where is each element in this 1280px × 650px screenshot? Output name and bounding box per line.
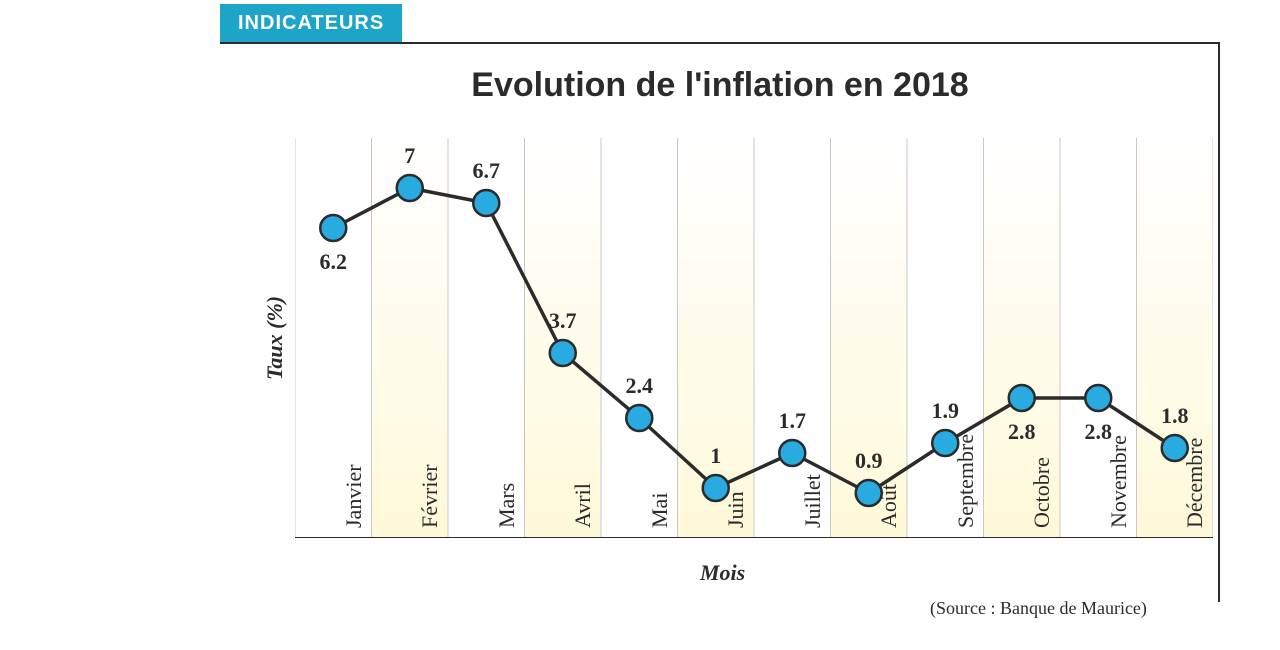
value-label: 6.7 (473, 158, 501, 184)
value-label: 2.8 (1008, 419, 1036, 445)
month-label: Novembre (1106, 435, 1132, 528)
indicator-tag: INDICATEURS (220, 4, 402, 43)
data-point (1085, 385, 1111, 411)
month-label: Mars (494, 483, 520, 528)
month-label: Juin (723, 491, 749, 528)
x-axis-label: Mois (700, 560, 745, 586)
month-label: Juillet (800, 474, 826, 528)
value-label: 6.2 (320, 249, 348, 275)
value-label: 1 (710, 443, 721, 469)
data-point (1009, 385, 1035, 411)
data-point (397, 175, 423, 201)
month-label: Avril (570, 483, 596, 528)
month-label: Octobre (1029, 457, 1055, 528)
value-label: 1.9 (932, 398, 960, 424)
month-label: Février (417, 464, 443, 528)
value-label: 1.8 (1161, 403, 1189, 429)
value-label: 0.9 (855, 448, 883, 474)
value-label: 1.7 (779, 408, 807, 434)
month-label: Janvier (341, 464, 367, 528)
value-label: 2.4 (626, 373, 654, 399)
data-point (320, 215, 346, 241)
data-point (550, 340, 576, 366)
data-point (779, 440, 805, 466)
chart-title: Evolution de l'inflation en 2018 (220, 66, 1220, 105)
month-label: Août (876, 484, 902, 528)
data-point (473, 190, 499, 216)
data-point (626, 405, 652, 431)
value-label: 2.8 (1085, 419, 1113, 445)
value-label: 3.7 (549, 308, 577, 334)
value-label: 7 (404, 143, 415, 169)
month-label: Mai (647, 493, 673, 528)
month-label: Septembre (953, 434, 979, 528)
y-axis-label: Taux (%) (262, 296, 288, 380)
chart-source: (Source : Banque de Maurice) (930, 598, 1147, 619)
month-label: Décembre (1182, 438, 1208, 528)
